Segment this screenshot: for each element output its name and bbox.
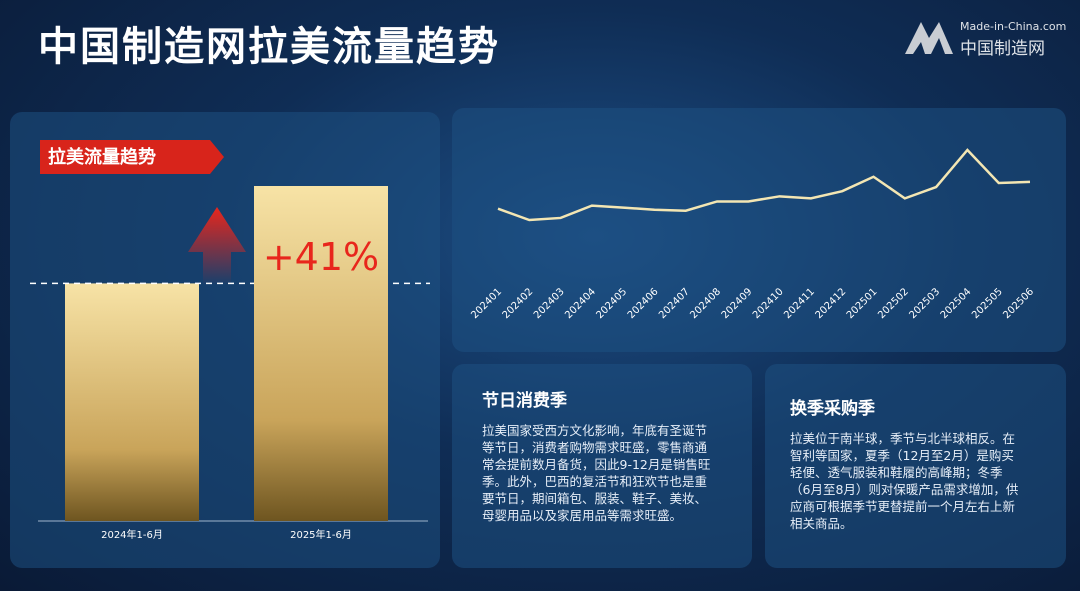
x-tick-label: 202412 bbox=[814, 286, 849, 321]
x-tick-label: 202403 bbox=[532, 286, 567, 321]
card bbox=[765, 364, 1066, 568]
up-arrow bbox=[188, 207, 246, 285]
x-tick-label: 202401 bbox=[469, 286, 504, 321]
x-tick-label: 202411 bbox=[782, 286, 817, 321]
card-title: 节日消费季 bbox=[482, 391, 567, 411]
card bbox=[452, 364, 752, 568]
logo-icon bbox=[905, 22, 953, 54]
x-tick-label: 202402 bbox=[501, 286, 536, 321]
line bbox=[497, 148, 1031, 222]
x-tick-label: 202405 bbox=[595, 286, 630, 321]
x-tick-label: 202409 bbox=[720, 286, 755, 321]
logo-cn: 中国制造网 bbox=[960, 39, 1045, 59]
x-tick-label: 202505 bbox=[970, 286, 1005, 321]
x-tick-label: 202503 bbox=[907, 286, 942, 321]
card-text: 拉美位于南半球，季节与北半球相反。在智利等国家，夏季（12月至2月）是购买轻便、… bbox=[790, 431, 1019, 531]
title-tag bbox=[40, 140, 224, 174]
x-tick-label: 202407 bbox=[657, 286, 692, 321]
chart-title: 拉美流量趋势 bbox=[48, 146, 156, 168]
x-tick-label: 202504 bbox=[939, 286, 974, 321]
x-tick-label: 202501 bbox=[845, 286, 880, 321]
x-tick-label: 202502 bbox=[876, 286, 911, 321]
x-tick-label: 2024年1-6月 bbox=[101, 528, 163, 541]
page-title: 中国制造网拉美流量趋势 bbox=[38, 24, 500, 70]
annotation: +41% bbox=[263, 235, 379, 279]
card-text: 拉美国家受西方文化影响，年底有圣诞节等节日，消费者购物需求旺盛，零售商通常会提前… bbox=[482, 423, 711, 523]
logo-en: Made-in-China.com bbox=[960, 20, 1067, 33]
x-tick-label: 202410 bbox=[751, 286, 786, 321]
x-tick-label: 2025年1-6月 bbox=[290, 528, 352, 541]
x-tick-label: 202506 bbox=[1001, 286, 1036, 321]
x-tick-label: 202406 bbox=[626, 286, 661, 321]
bar bbox=[65, 283, 199, 521]
line-panel bbox=[452, 108, 1066, 352]
x-tick-label: 202404 bbox=[563, 286, 598, 321]
card-title: 换季采购季 bbox=[790, 399, 875, 419]
x-tick-label: 202408 bbox=[688, 286, 723, 321]
bar bbox=[254, 186, 388, 521]
